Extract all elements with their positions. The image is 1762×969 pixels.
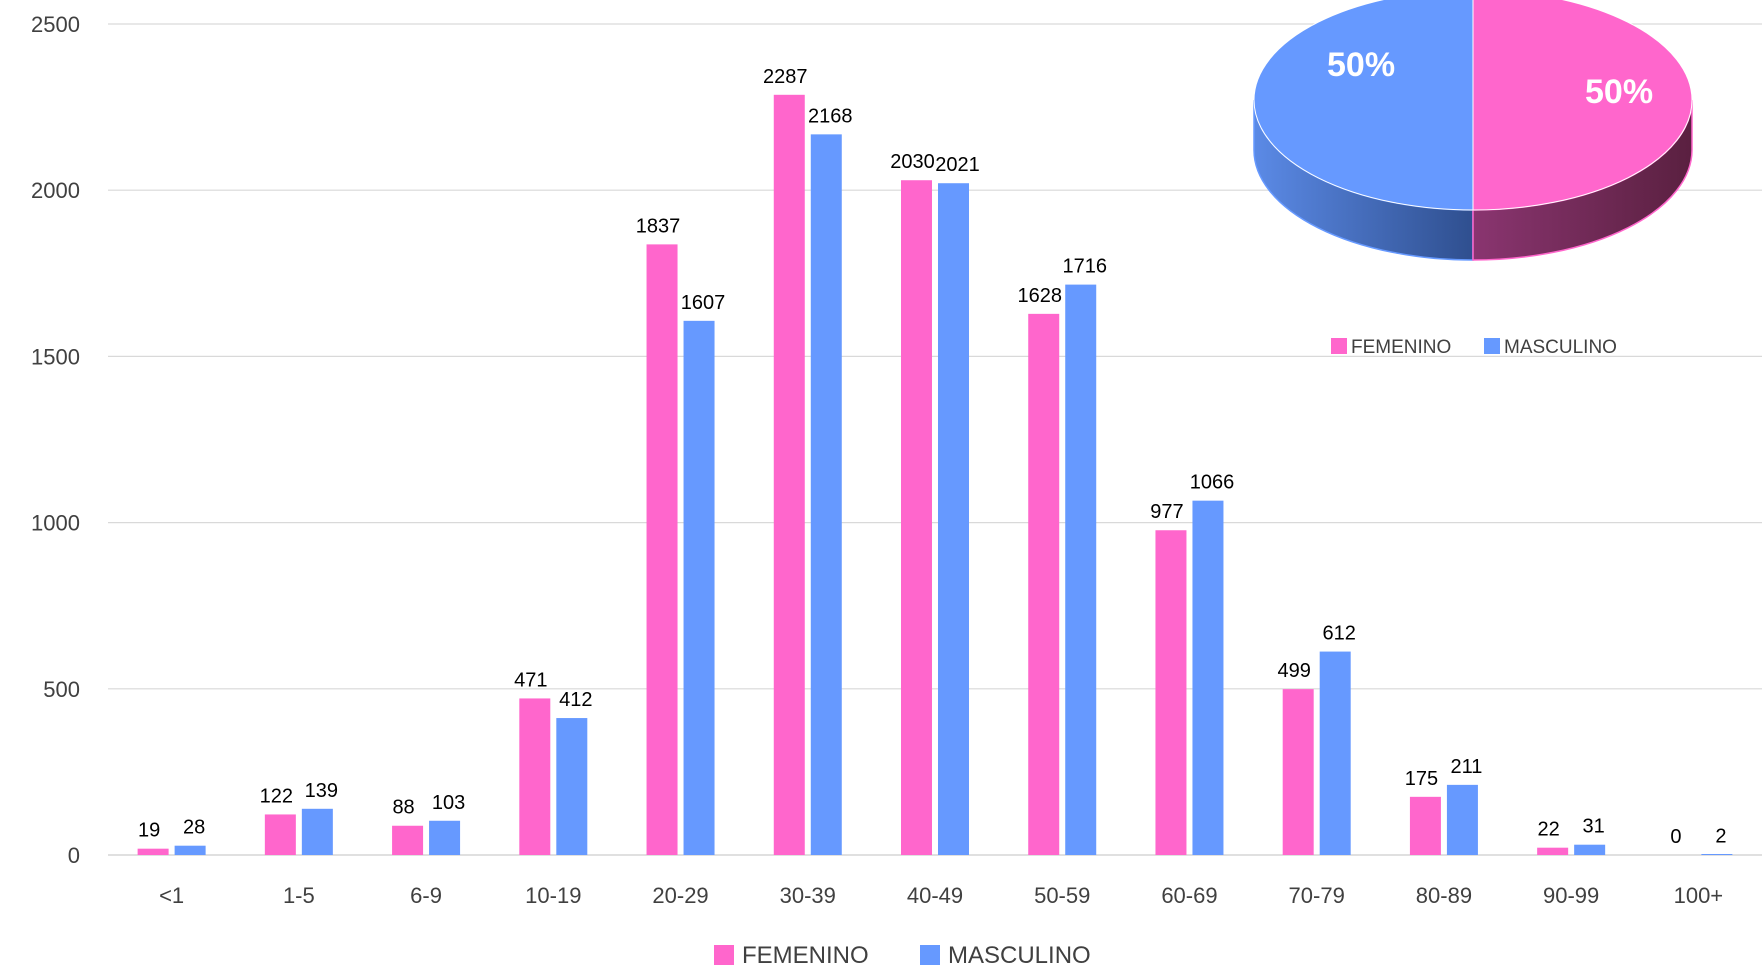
data-label-masculino: 1607 bbox=[681, 292, 726, 314]
data-label-femenino: 2287 bbox=[763, 66, 808, 88]
data-label-femenino: 1837 bbox=[636, 215, 681, 237]
bar-masculino bbox=[1446, 784, 1478, 855]
pie-label-femenino: 50% bbox=[1585, 73, 1653, 111]
data-label-femenino: 2030 bbox=[890, 151, 935, 173]
bar-masculino bbox=[938, 183, 969, 855]
data-label-femenino: 1628 bbox=[1017, 285, 1062, 307]
bar-femenino bbox=[1028, 313, 1060, 856]
pie-slice-femenino bbox=[1472, 0, 1693, 211]
data-label-masculino: 31 bbox=[1583, 816, 1605, 838]
data-label-masculino: 2 bbox=[1715, 825, 1726, 847]
bar-femenino bbox=[1537, 847, 1569, 855]
y-tick-label: 2500 bbox=[31, 12, 80, 37]
x-tick-label: 1-5 bbox=[283, 883, 315, 908]
legend-swatch-femenino bbox=[714, 945, 734, 965]
y-tick-label: 0 bbox=[68, 843, 80, 868]
data-label-femenino: 0 bbox=[1670, 826, 1681, 848]
data-label-femenino: 471 bbox=[514, 669, 547, 691]
data-label-masculino: 612 bbox=[1323, 623, 1356, 645]
data-label-femenino: 175 bbox=[1405, 768, 1438, 790]
data-label-masculino: 1066 bbox=[1190, 472, 1235, 494]
pie-legend-swatch-masculino bbox=[1484, 338, 1500, 354]
bar-masculino bbox=[1701, 854, 1733, 855]
bar-femenino bbox=[264, 814, 296, 855]
y-tick-label: 2000 bbox=[31, 178, 80, 203]
x-tick-label: 40-49 bbox=[907, 883, 963, 908]
data-label-masculino: 2021 bbox=[935, 154, 980, 176]
x-tick-label: 70-79 bbox=[1289, 883, 1345, 908]
x-tick-label: 100+ bbox=[1674, 883, 1724, 908]
bar-masculino bbox=[301, 808, 333, 855]
x-tick-label: 60-69 bbox=[1161, 883, 1217, 908]
gridlines bbox=[108, 23, 1762, 856]
bar-femenino bbox=[392, 825, 424, 855]
x-tick-label: 30-39 bbox=[780, 883, 836, 908]
x-tick-label: 6-9 bbox=[410, 883, 442, 908]
bar-femenino bbox=[901, 180, 932, 855]
bar-masculino bbox=[556, 718, 588, 855]
data-label-femenino: 22 bbox=[1538, 819, 1560, 841]
bar-femenino bbox=[1282, 689, 1314, 855]
legend-swatch-masculino bbox=[920, 945, 940, 965]
y-axis-ticks: 0 500 1000 1500 2000 2500 bbox=[31, 12, 80, 868]
bar-legend: FEMENINO MASCULINO bbox=[714, 942, 1091, 969]
pie-legend-label-femenino: FEMENINO bbox=[1351, 337, 1451, 358]
bar-femenino bbox=[1155, 530, 1187, 855]
y-tick-label: 1500 bbox=[31, 344, 80, 369]
pie-label-masculino: 50% bbox=[1327, 46, 1395, 84]
bar-femenino bbox=[137, 848, 169, 855]
legend-label-masculino: MASCULINO bbox=[948, 942, 1091, 969]
data-label-masculino: 28 bbox=[183, 817, 205, 839]
bar-masculino bbox=[1192, 500, 1224, 855]
pie-legend-label-masculino: MASCULINO bbox=[1504, 337, 1617, 358]
pie-slice-masculino bbox=[1253, 0, 1474, 211]
bar-masculino bbox=[174, 845, 206, 855]
data-label-femenino: 122 bbox=[260, 785, 293, 807]
data-label-masculino: 211 bbox=[1450, 756, 1482, 778]
bar-masculino bbox=[1574, 844, 1606, 855]
legend-label-femenino: FEMENINO bbox=[742, 942, 869, 969]
pie-chart: 50% 50% FEMENINO MASCULINO bbox=[1253, 0, 1693, 358]
data-label-masculino: 412 bbox=[559, 689, 592, 711]
data-label-femenino: 977 bbox=[1150, 501, 1183, 523]
data-label-masculino: 139 bbox=[305, 780, 338, 802]
data-label-femenino: 19 bbox=[138, 820, 160, 842]
data-label-masculino: 1716 bbox=[1062, 256, 1107, 278]
bar-masculino bbox=[810, 134, 842, 855]
x-tick-label: 90-99 bbox=[1543, 883, 1599, 908]
bar-masculino bbox=[683, 320, 715, 855]
bar-femenino bbox=[646, 244, 678, 855]
bar-femenino bbox=[519, 698, 551, 855]
bar-femenino bbox=[1409, 796, 1441, 855]
x-tick-label: 80-89 bbox=[1416, 883, 1472, 908]
y-tick-label: 1000 bbox=[31, 511, 80, 536]
bar-masculino bbox=[1065, 284, 1097, 856]
bar-masculino bbox=[1319, 651, 1351, 855]
x-tick-label: 50-59 bbox=[1034, 883, 1090, 908]
pie-legend-swatch-femenino bbox=[1331, 338, 1347, 354]
data-label-femenino: 499 bbox=[1278, 660, 1311, 682]
x-tick-label: <1 bbox=[159, 883, 184, 908]
data-label-femenino: 88 bbox=[392, 797, 414, 819]
data-label-masculino: 2168 bbox=[808, 105, 853, 127]
x-tick-label: 10-19 bbox=[525, 883, 581, 908]
x-axis-ticks: <1 1-5 6-9 10-19 20-29 30-39 40-49 50-59 60-69 70… bbox=[159, 883, 1723, 908]
bar-femenino bbox=[773, 94, 805, 855]
bar-masculino bbox=[429, 820, 461, 855]
x-tick-label: 20-29 bbox=[652, 883, 708, 908]
data-label-masculino: 103 bbox=[432, 792, 465, 814]
y-tick-label: 500 bbox=[43, 677, 80, 702]
